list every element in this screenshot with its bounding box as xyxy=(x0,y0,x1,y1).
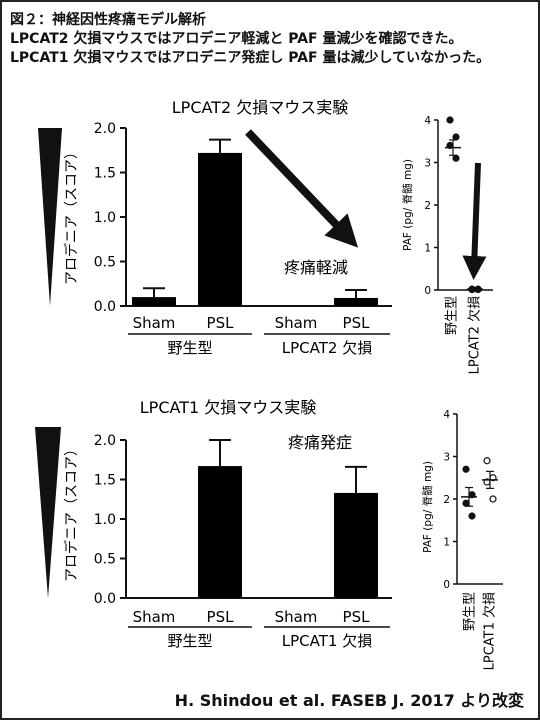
lpcat2-allodynia-chart: LPCAT2 欠損マウス実験 アロデニア（スコア） 0.0 0.5 1.0 1.5 2.… xyxy=(38,98,392,357)
annotation-pain-onset: 疼痛発症 xyxy=(288,433,352,452)
category-label: 野生型 xyxy=(445,296,460,335)
y-tick-label: 3 xyxy=(424,158,431,170)
category-label: LPCAT1 欠損 xyxy=(482,592,498,670)
bar xyxy=(198,466,242,598)
y-tick-label: 1.5 xyxy=(94,166,116,182)
y-axis-label: アロデニア（スコア） xyxy=(63,442,80,582)
y-axis-label: アロデニア（スコア） xyxy=(63,145,80,285)
chart-title: LPCAT1 欠損マウス実験 xyxy=(140,398,316,417)
y-tick-label: 2 xyxy=(443,494,450,506)
y-tick-label: 3 xyxy=(443,452,450,464)
figure-title: 図２：神経因性疼痛モデル解析 xyxy=(10,12,206,28)
category-label: PSL xyxy=(207,608,235,626)
category-label: LPCAT2 欠損 xyxy=(467,296,483,374)
y-tick-label: 0 xyxy=(443,579,450,591)
decrease-arrow xyxy=(245,129,359,248)
bar xyxy=(334,492,378,598)
data-point xyxy=(462,465,470,473)
y-tick-label: 1.0 xyxy=(94,210,116,226)
y-tick-label: 1.0 xyxy=(94,512,116,528)
severity-wedge xyxy=(38,128,62,306)
lpcat2-paf-chart: PAF (pg/ 脊髄 mg) 0 1 2 3 4 野生型 LPCAT2 欠損 xyxy=(401,115,493,374)
category-label: PSL xyxy=(207,314,235,332)
y-tick-label: 4 xyxy=(424,115,431,127)
group-label-knockout: LPCAT1 欠損 xyxy=(282,632,372,650)
caption-line-lpcat2: LPCAT2 欠損マウスではアロデニア軽減と PAF 量減少を確認できた。 xyxy=(10,31,463,47)
y-tick-label: 0.0 xyxy=(94,591,116,607)
y-tick-label: 2.0 xyxy=(94,121,116,137)
bar xyxy=(132,297,176,306)
y-axis-label: PAF (pg/ 脊髄 mg) xyxy=(401,159,414,251)
citation: H. Shindou et al. FASEB J. 2017 より改変 xyxy=(174,691,524,710)
y-tick-label: 1 xyxy=(443,537,450,549)
group-label-wildtype: 野生型 xyxy=(167,632,212,650)
caption-line-lpcat1: LPCAT1 欠損マウスではアロデニア発症し PAF 量は減少していなかった。 xyxy=(10,50,491,66)
category-label: Sham xyxy=(133,314,176,332)
bar xyxy=(334,297,378,306)
data-point xyxy=(446,116,454,124)
category-label: PSL xyxy=(343,314,371,332)
annotation-pain-reduced: 疼痛軽減 xyxy=(284,258,348,277)
category-label: PSL xyxy=(343,608,371,626)
lpcat1-paf-chart: PAF (pg/ 脊髄 mg) 0 1 2 3 4 野生型 LPCAT1 欠損 xyxy=(421,409,503,670)
y-tick-label: 1.5 xyxy=(94,473,116,489)
data-point xyxy=(489,495,497,503)
y-tick-label: 0 xyxy=(424,285,431,297)
data-point xyxy=(462,499,470,507)
data-point xyxy=(468,512,476,520)
decrease-arrow xyxy=(462,162,487,280)
group-label-wildtype: 野生型 xyxy=(167,339,212,357)
data-point xyxy=(452,154,460,162)
group-label-knockout: LPCAT2 欠損 xyxy=(282,339,372,357)
chart-title: LPCAT2 欠損マウス実験 xyxy=(172,98,348,117)
y-axis-label: PAF (pg/ 脊髄 mg) xyxy=(421,461,434,553)
data-point xyxy=(483,457,491,465)
y-tick-label: 2 xyxy=(424,200,431,212)
y-tick-label: 0.5 xyxy=(94,552,116,568)
category-label: 野生型 xyxy=(463,592,478,631)
y-tick-label: 4 xyxy=(443,409,450,421)
y-tick-label: 0.5 xyxy=(94,255,116,271)
data-point xyxy=(452,133,460,141)
category-label: Sham xyxy=(133,608,176,626)
lpcat1-allodynia-chart: LPCAT1 欠損マウス実験 アロデニア（スコア） 0.0 0.5 1.0 1.5 2.… xyxy=(35,398,392,650)
severity-wedge xyxy=(35,427,61,598)
y-tick-label: 1 xyxy=(424,243,431,255)
category-label: Sham xyxy=(275,608,318,626)
y-tick-label: 2.0 xyxy=(94,433,116,449)
y-tick-label: 0.0 xyxy=(94,299,116,315)
category-label: Sham xyxy=(275,314,318,332)
bar xyxy=(198,152,242,306)
